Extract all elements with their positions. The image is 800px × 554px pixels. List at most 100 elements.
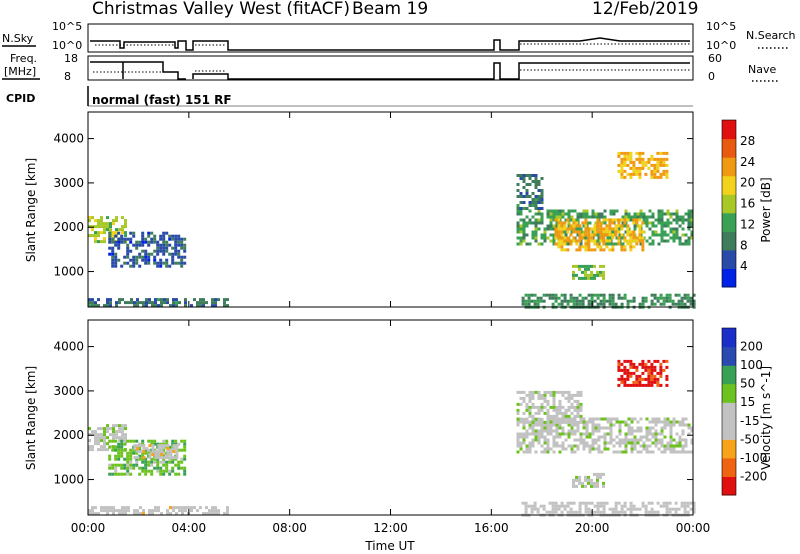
power-cell: [542, 293, 546, 297]
velocity-cell: [663, 447, 667, 451]
power-cell: [666, 224, 670, 228]
power-cell: [590, 227, 594, 231]
power-cell: [635, 239, 639, 243]
power-cell: [522, 180, 526, 183]
velocity-cell: [120, 451, 124, 455]
power-cell: [660, 218, 664, 222]
velocity-cell: [627, 429, 631, 433]
power-cell: [156, 249, 160, 253]
velocity-cell: [112, 512, 115, 516]
power-cell: [651, 221, 655, 225]
power-cell: [519, 218, 523, 222]
velocity-cell: [585, 444, 589, 448]
power-ytick-label: 3000: [53, 176, 84, 190]
velocity-cell: [226, 512, 229, 516]
velocity-cell: [528, 414, 532, 418]
velocity-cell: [519, 396, 523, 400]
velocity-cell: [519, 402, 523, 406]
velocity-cell: [144, 472, 148, 476]
velocity-cell: [534, 420, 538, 424]
power-cell: [557, 242, 561, 246]
power-cell: [651, 233, 655, 237]
power-cell: [560, 230, 564, 234]
power-cell: [129, 240, 133, 244]
power-cell: [106, 228, 109, 232]
power-cell: [151, 304, 154, 308]
power-cell: [657, 212, 661, 216]
power-cell: [641, 151, 645, 155]
power-cell: [636, 212, 640, 216]
velocity-cell: [120, 472, 124, 476]
velocity-cell: [618, 444, 622, 448]
power-cell: [627, 212, 631, 216]
velocity-cell: [118, 439, 121, 443]
velocity-cell: [118, 512, 121, 516]
velocity-cell: [680, 504, 684, 508]
power-cell: [148, 301, 151, 305]
power-cell: [665, 175, 669, 179]
velocity-cell: [100, 433, 103, 437]
power-cell: [560, 248, 564, 252]
power-cell: [584, 242, 588, 246]
velocity-cell: [147, 460, 151, 464]
velocity-cell: [632, 504, 636, 508]
velocity-cell: [669, 444, 673, 448]
power-cell: [111, 261, 115, 265]
power-cell: [171, 237, 175, 241]
power-cell: [611, 293, 615, 297]
power-cell: [644, 163, 648, 167]
power-cell: [690, 209, 694, 213]
velocity-cell: [579, 441, 583, 445]
power-cell: [531, 233, 535, 237]
velocity-cell: [117, 448, 121, 452]
cpid-text: normal (fast) 151 RF: [92, 93, 232, 107]
velocity-cell: [609, 417, 613, 421]
power-cell: [551, 302, 555, 306]
velocity-cell: [543, 399, 547, 403]
velocity-cell: [633, 435, 637, 439]
power-cell: [581, 236, 585, 240]
power-cell: [599, 293, 603, 297]
velocity-cell: [552, 420, 556, 424]
power-cell: [672, 218, 676, 222]
velocity-cell: [552, 393, 556, 397]
velocity-cell: [645, 447, 649, 451]
power-cell: [563, 221, 567, 225]
nave-tick-top: 60: [708, 52, 722, 65]
freq-unit: [MHz]: [4, 65, 36, 78]
power-cell: [516, 221, 520, 225]
power-cell: [150, 231, 154, 235]
velocity-cell: [582, 447, 586, 451]
velocity-cell: [564, 447, 568, 451]
velocity-cell: [639, 429, 643, 433]
velocity-xtick-label: 08:00: [272, 521, 307, 535]
power-cell: [632, 160, 636, 164]
power-cell: [141, 258, 145, 262]
velocity-cell: [115, 430, 118, 434]
power-cell: [94, 237, 97, 241]
velocity-cell: [162, 457, 166, 461]
power-cell: [154, 301, 157, 305]
velocity-cell: [549, 417, 553, 421]
velocity-cell: [103, 509, 106, 513]
velocity-cell: [632, 380, 636, 384]
velocity-cell: [630, 426, 634, 430]
power-cell: [172, 298, 175, 302]
velocity-cell: [596, 510, 600, 514]
velocity-cell: [516, 420, 520, 424]
velocity-cell: [678, 435, 682, 439]
power-cell: [549, 209, 553, 213]
velocity-cell: [106, 442, 109, 446]
power-cell: [576, 227, 580, 231]
power-cell: [145, 301, 148, 305]
power-cell: [590, 293, 594, 297]
velocity-cell: [150, 472, 154, 476]
power-cell: [597, 215, 601, 219]
velocity-cell: [114, 439, 118, 443]
power-cell: [88, 225, 91, 229]
velocity-cell: [531, 420, 535, 424]
velocity-cell: [153, 466, 157, 470]
velocity-cell: [630, 420, 634, 424]
velocity-cell: [651, 432, 655, 436]
velocity-cell: [690, 438, 694, 442]
